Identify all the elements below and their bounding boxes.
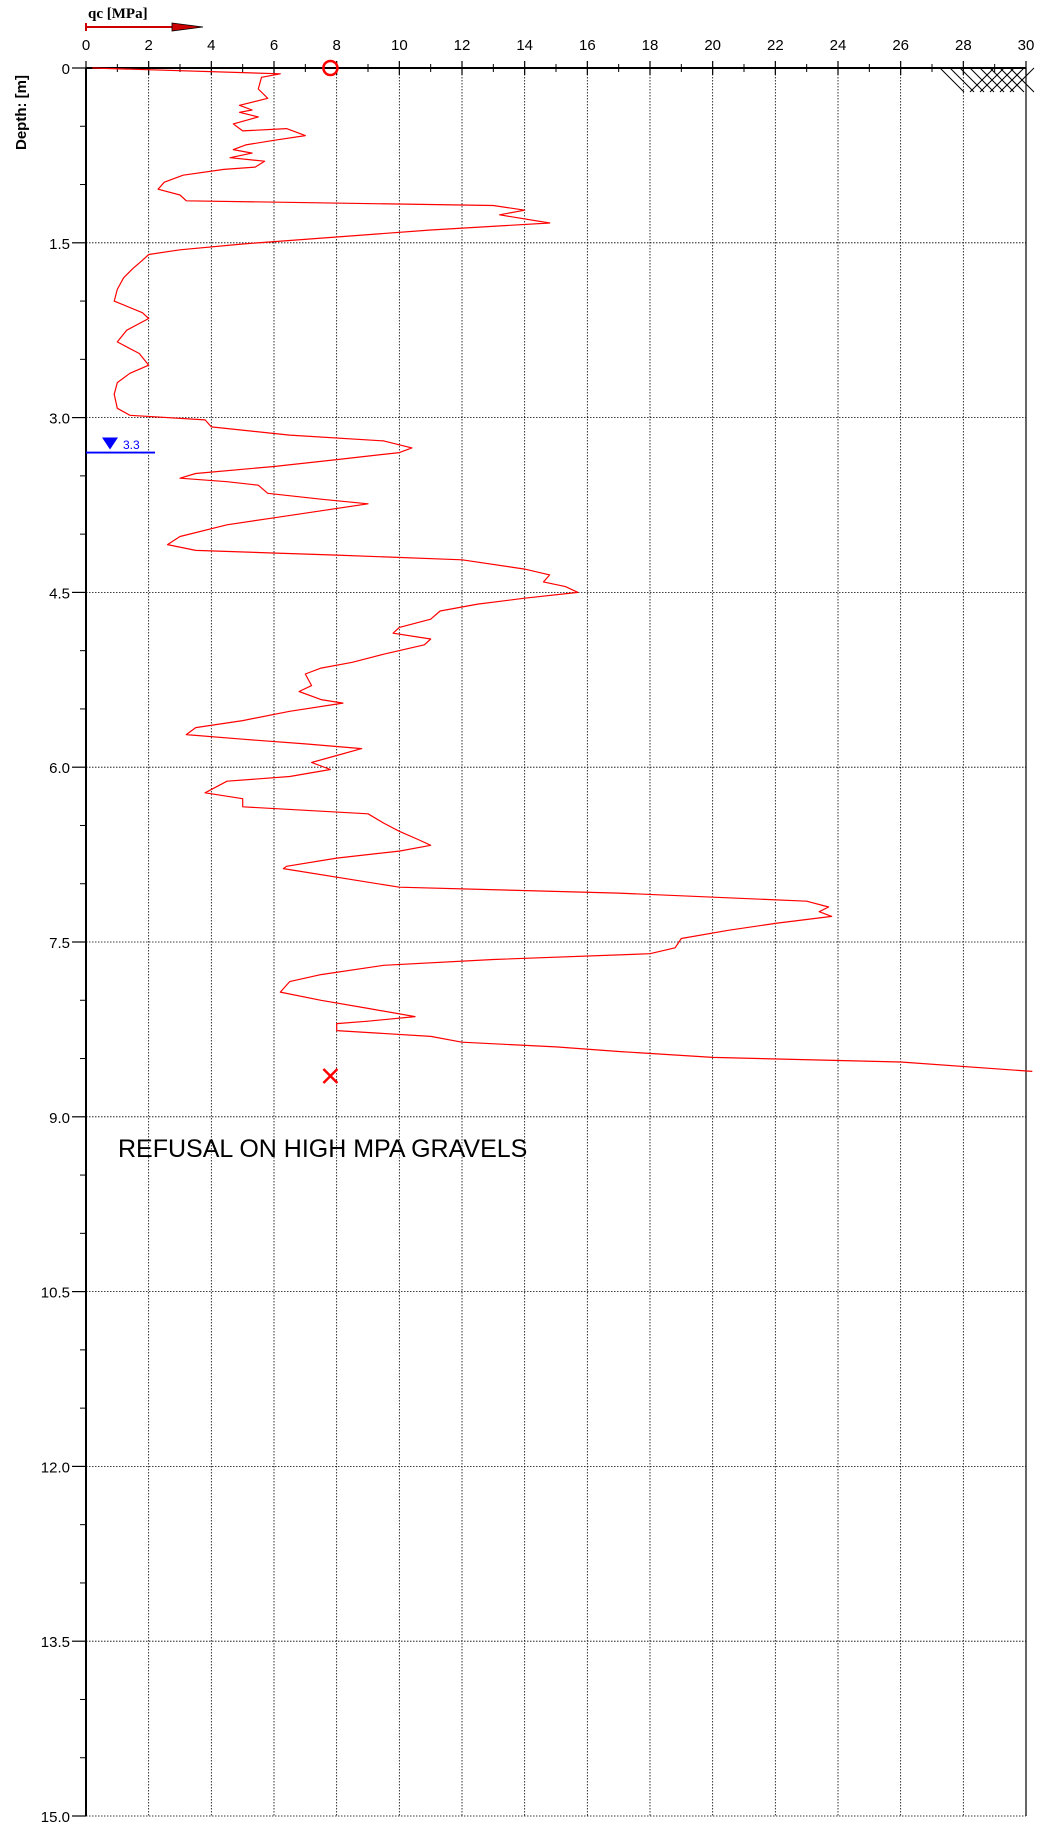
axes: 0 2 4 6 8 10 12 14 16 18 20 22 24 26 28 3001.53.04.56.0… — [41, 22, 1035, 1826]
hatch-line — [939, 67, 965, 93]
marker-layer — [86, 59, 339, 1084]
x-axis-title: qc [MPa] — [88, 6, 148, 22]
x-tick-label: 12 — [454, 37, 471, 54]
text-layer: qc [MPa] Depth: [m] REFUSAL ON HIGH MPA … — [13, 6, 527, 1163]
y-tick-label: 10.5 — [41, 1285, 70, 1302]
hatch-line — [1009, 67, 1035, 93]
x-tick-label: 6 — [270, 37, 278, 54]
y-tick-label: 7.5 — [49, 935, 70, 952]
y-tick-label: 4.5 — [49, 585, 70, 602]
ground-surface-hatch — [939, 67, 1035, 93]
x-tick-label: 28 — [955, 37, 972, 54]
y-tick-label: 6.0 — [49, 760, 70, 777]
x-tick-label: 4 — [207, 37, 215, 54]
qc-series-line — [92, 67, 1033, 1072]
hatch-line — [979, 67, 1005, 93]
water-table-triangle — [102, 437, 118, 450]
y-tick-label: 9.0 — [49, 1110, 70, 1127]
y-tick-label: 3.0 — [49, 411, 70, 428]
x-tick-label: 30 — [1018, 37, 1035, 54]
x-tick-label: 2 — [144, 37, 152, 54]
x-tick-label: 8 — [332, 37, 340, 54]
hatch-line — [969, 67, 995, 93]
x-tick-label: 18 — [642, 37, 659, 54]
y-tick-label: 15.0 — [41, 1809, 70, 1826]
grid — [86, 68, 1027, 1817]
hatch-line — [949, 67, 975, 93]
y-tick-label: 0 — [62, 61, 70, 78]
hatch-line — [989, 67, 1015, 93]
y-tick-label: 13.5 — [41, 1634, 70, 1651]
water-table-label: 3.3 — [123, 438, 140, 452]
x-tick-label: 26 — [892, 37, 909, 54]
x-tick-label: 20 — [704, 37, 721, 54]
x-tick-label: 14 — [516, 37, 533, 54]
x-tick-label: 16 — [579, 37, 596, 54]
y-axis-title: Depth: [m] — [13, 75, 30, 150]
hatch-line — [959, 67, 985, 93]
start-marker-circle — [322, 59, 339, 77]
x-tick-label: 10 — [391, 37, 408, 54]
y-tick-label: 1.5 — [49, 236, 70, 253]
y-tick-label: 12.0 — [41, 1459, 70, 1476]
hatch-line — [999, 67, 1025, 93]
end-marker-cross — [322, 1068, 339, 1084]
x-tick-label: 24 — [830, 37, 847, 54]
x-axis-arrow-head — [171, 22, 204, 32]
x-tick-label: 0 — [82, 37, 90, 54]
annotation-refusal: REFUSAL ON HIGH MPA GRAVELS — [118, 1135, 527, 1163]
x-tick-label: 22 — [767, 37, 784, 54]
series-layer — [92, 67, 1033, 1072]
